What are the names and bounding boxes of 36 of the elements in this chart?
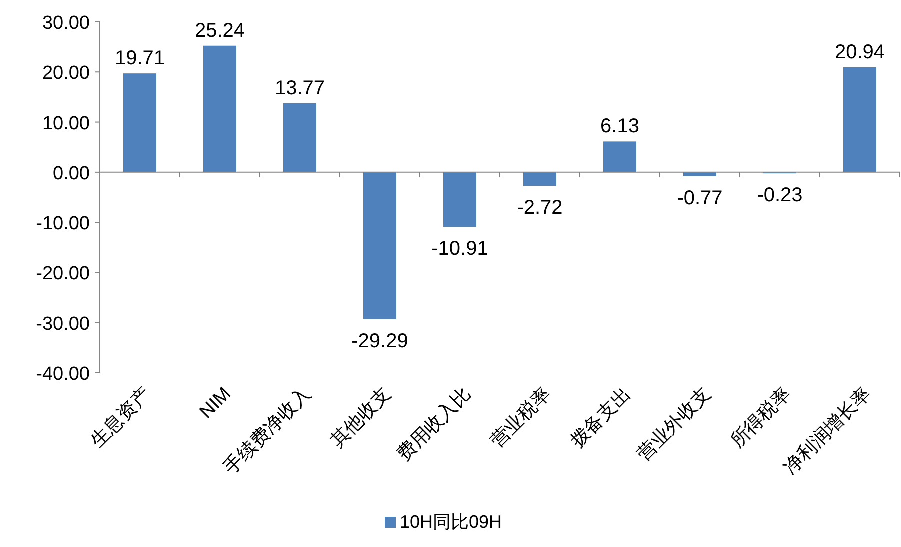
bar [364,172,396,320]
y-tick-label: 30.00 [42,13,90,34]
bar [204,46,236,172]
x-tick-label: 营业外收支 [634,384,716,466]
data-label: -29.29 [352,330,408,352]
x-tick-label: 所得税率 [726,382,796,452]
bar [684,172,716,176]
data-label: -0.77 [677,187,723,210]
bar [444,172,476,228]
x-tick-label: 其他收支 [326,384,396,452]
x-tick-label: NIM [196,384,236,424]
data-label: 20.94 [834,41,886,64]
data-label: -2.72 [517,197,563,220]
bar [524,172,556,186]
bar [604,142,636,172]
y-tick-label: -40.00 [36,364,90,385]
data-label: 6.13 [600,116,640,138]
legend: 10H同比09H [385,512,502,532]
data-label: 13.77 [274,77,326,100]
data-label: 25.24 [194,20,246,42]
data-label: -0.23 [757,184,803,207]
y-tick-label: -10.00 [36,214,90,235]
y-tick-label: 10.00 [42,113,90,134]
y-tick-label: -30.00 [36,314,90,335]
x-tick-label: 拨备支出 [566,384,636,452]
x-tick-label: 营业税率 [486,382,556,452]
y-tick-label: -20.00 [36,264,90,285]
y-tick-label: 0.00 [53,163,90,184]
data-label: 19.71 [114,48,166,70]
bar [124,74,156,172]
x-tick-label: 生息资产 [86,384,156,452]
data-label: -10.91 [432,238,488,260]
y-tick-label: 20.00 [42,63,90,84]
bar [844,67,876,172]
bar [284,103,316,172]
x-tick-label: 费用收入比 [394,384,476,466]
